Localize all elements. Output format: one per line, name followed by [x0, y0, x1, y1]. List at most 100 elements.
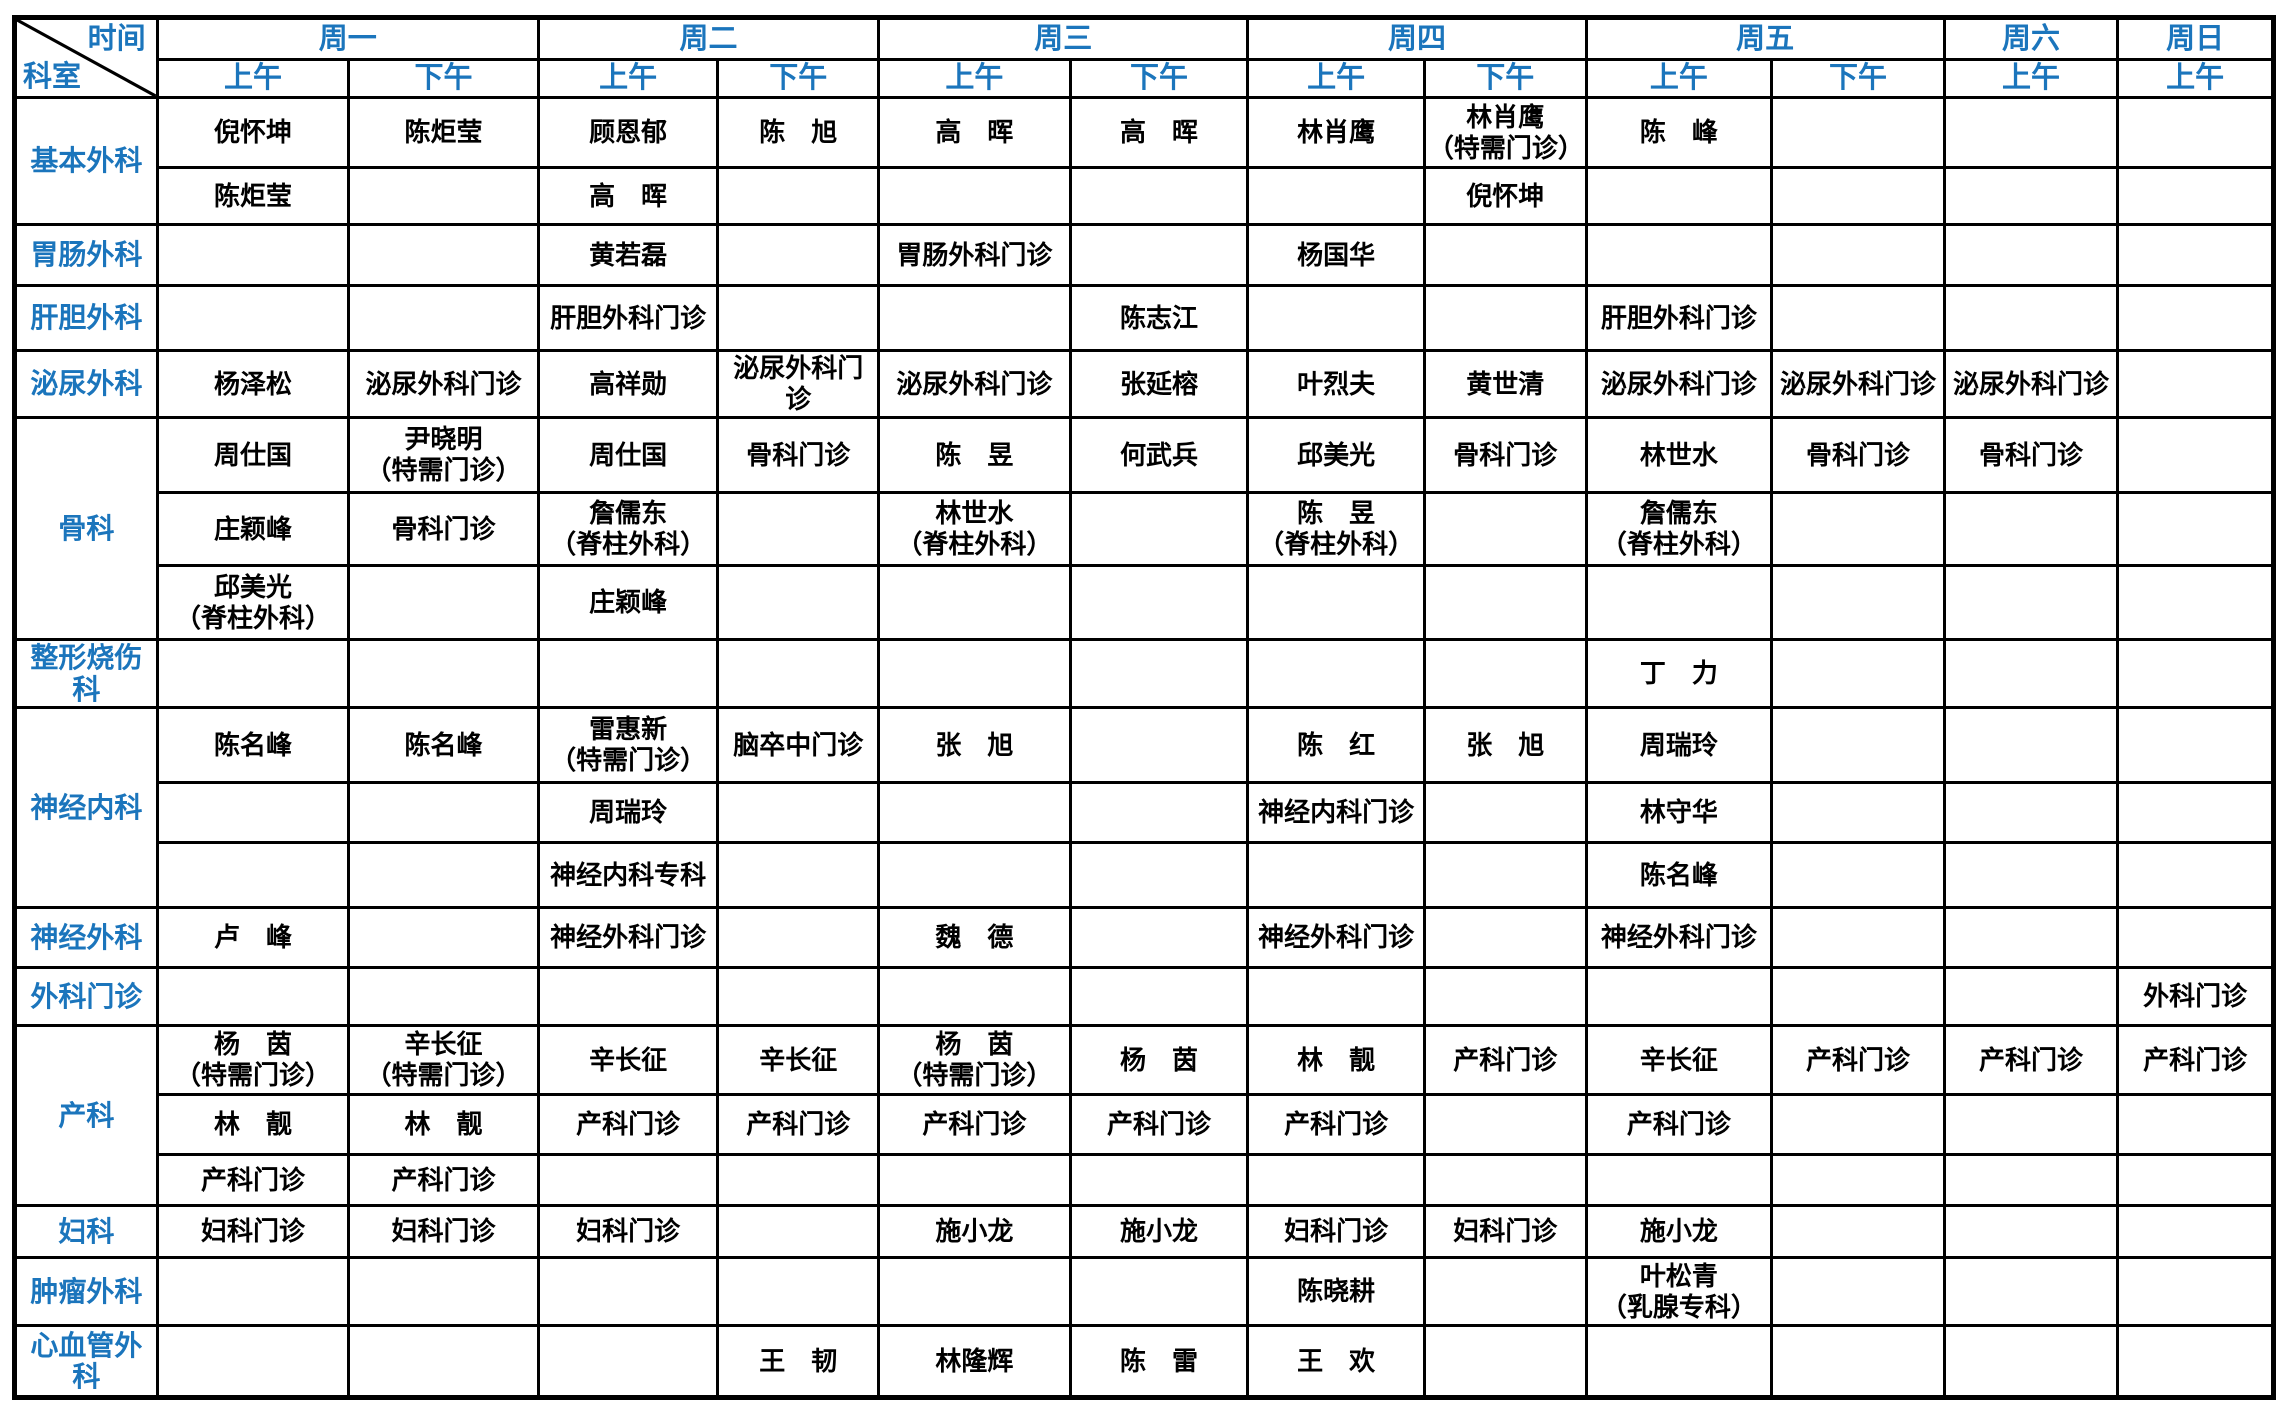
department-label: 心血管外 科	[13, 1324, 159, 1399]
schedule-cell	[1422, 841, 1588, 909]
schedule-cell	[1770, 781, 1946, 844]
schedule-cell: 妇科门诊	[155, 1204, 351, 1259]
schedule-cell: 庄颖峰	[155, 491, 351, 567]
schedule-cell: 卢 峰	[155, 906, 351, 969]
department-label: 外科门诊	[13, 966, 159, 1027]
department-label: 泌尿外科	[13, 349, 159, 419]
schedule-cell	[347, 223, 540, 287]
department-label: 整形烧伤 科	[13, 638, 159, 709]
schedule-cell	[2116, 1324, 2275, 1399]
schedule-cell: 骨科门诊	[1942, 416, 2120, 494]
schedule-cell: 外科门诊	[2116, 966, 2275, 1027]
schedule-cell: 神经外科门诊	[1246, 906, 1426, 969]
department-label: 妇科	[13, 1204, 159, 1259]
schedule-cell: 杨 茵 （特需门诊）	[877, 1024, 1072, 1096]
schedule-cell	[1422, 491, 1588, 567]
schedule-cell	[1770, 284, 1946, 352]
schedule-cell	[347, 638, 540, 709]
department-label: 基本外科	[13, 96, 159, 226]
schedule-cell: 詹儒东 （脊柱外科）	[1584, 491, 1774, 567]
schedule-cell	[2116, 96, 2275, 169]
schedule-cell	[155, 841, 351, 909]
schedule-cell: 詹儒东 （脊柱外科）	[536, 491, 720, 567]
schedule-cell	[1770, 166, 1946, 226]
schedule-cell: 产科门诊	[1942, 1024, 2120, 1096]
schedule-cell: 林世水	[1584, 416, 1774, 494]
schedule-cell: 产科门诊	[1068, 1093, 1250, 1156]
schedule-cell: 叶烈夫	[1246, 349, 1426, 419]
schedule-cell: 陈 红	[1246, 706, 1426, 784]
schedule-cell: 邱美光	[1246, 416, 1426, 494]
schedule-cell: 林 靓	[347, 1093, 540, 1156]
schedule-cell	[1246, 166, 1426, 226]
table-row: 肝胆外科 肝胆外科门诊 陈志江 肝胆外科门诊	[13, 284, 2275, 352]
schedule-cell	[536, 1256, 720, 1327]
schedule-cell: 林 靓	[155, 1093, 351, 1156]
schedule-cell: 骨科门诊	[1770, 416, 1946, 494]
schedule-cell	[536, 966, 720, 1027]
department-label: 肝胆外科	[13, 284, 159, 352]
day-header-sun: 周日	[2116, 16, 2275, 61]
schedule-cell: 陈名峰	[1584, 841, 1774, 909]
schedule-cell	[877, 966, 1072, 1027]
schedule-cell: 泌尿外科门诊	[1770, 349, 1946, 419]
schedule-cell	[1942, 781, 2120, 844]
schedule-cell	[716, 966, 881, 1027]
schedule-cell	[716, 1153, 881, 1207]
schedule-cell	[1770, 1153, 1946, 1207]
session-header-fri-am: 上午	[1584, 58, 1774, 99]
schedule-cell	[155, 781, 351, 844]
schedule-cell	[1422, 1093, 1588, 1156]
table-row: 陈炬莹 高 晖 倪怀坤	[15, 166, 2275, 226]
schedule-cell: 骨科门诊	[716, 416, 881, 494]
schedule-cell	[1770, 96, 1946, 169]
department-label: 胃肠外科	[13, 223, 159, 287]
schedule-cell	[877, 284, 1072, 352]
schedule-cell	[1068, 781, 1250, 844]
schedule-cell	[2116, 706, 2275, 784]
schedule-cell	[155, 1256, 351, 1327]
schedule-cell: 陈 昱	[877, 416, 1072, 494]
schedule-cell: 产科门诊	[347, 1153, 540, 1207]
table-row: 神经外科卢 峰 神经外科门诊 魏 德 神经外科门诊 神经外科门诊	[13, 906, 2275, 969]
schedule-cell	[877, 564, 1072, 641]
schedule-cell	[1770, 1324, 1946, 1399]
schedule-cell: 妇科门诊	[1422, 1204, 1588, 1259]
schedule-cell	[1246, 1153, 1426, 1207]
schedule-cell	[1068, 638, 1250, 709]
schedule-cell	[2116, 781, 2275, 844]
schedule-cell	[347, 1256, 540, 1327]
day-header-thu: 周四	[1246, 16, 1588, 61]
schedule-cell	[1942, 223, 2120, 287]
schedule-cell	[155, 1324, 351, 1399]
schedule-cell	[1068, 166, 1250, 226]
schedule-cell	[1942, 1093, 2120, 1156]
department-label: 神经内科	[13, 706, 159, 909]
schedule-cell: 叶松青 （乳腺专科）	[1584, 1256, 1774, 1327]
schedule-cell	[1422, 284, 1588, 352]
table-row: 邱美光 （脊柱外科） 庄颖峰	[15, 564, 2275, 641]
schedule-cell: 骨科门诊	[347, 491, 540, 567]
schedule-cell	[347, 284, 540, 352]
schedule-cell	[1068, 706, 1250, 784]
schedule-cell	[1770, 1204, 1946, 1259]
schedule-cell	[1422, 966, 1588, 1027]
schedule-cell	[1942, 906, 2120, 969]
schedule-cell: 倪怀坤	[1422, 166, 1588, 226]
schedule-cell	[716, 564, 881, 641]
schedule-cell	[1584, 166, 1774, 226]
schedule-cell	[347, 564, 540, 641]
schedule-cell: 神经外科门诊	[536, 906, 720, 969]
schedule-cell	[1942, 841, 2120, 909]
schedule-cell: 林 靓	[1246, 1024, 1426, 1096]
schedule-cell: 产科门诊	[1246, 1093, 1426, 1156]
schedule-cell	[877, 1256, 1072, 1327]
schedule-cell	[2116, 906, 2275, 969]
schedule-cell: 肝胆外科门诊	[536, 284, 720, 352]
schedule-cell: 林肖鹰	[1246, 96, 1426, 169]
table-row: 骨科 周仕国 尹晓明 （特需门诊） 周仕国 骨科门诊陈 昱何武兵 邱美光 骨科门诊 林世水 骨科…	[13, 416, 2275, 641]
schedule-cell: 林肖鹰 （特需门诊）	[1422, 96, 1588, 169]
table-row: 肿瘤外科 陈晓耕 叶松青 （乳腺专科）	[13, 1256, 2275, 1327]
schedule-cell: 妇科门诊	[347, 1204, 540, 1259]
table-row: 胃肠外科 黄若磊 胃肠外科门诊 杨国华	[13, 223, 2275, 287]
